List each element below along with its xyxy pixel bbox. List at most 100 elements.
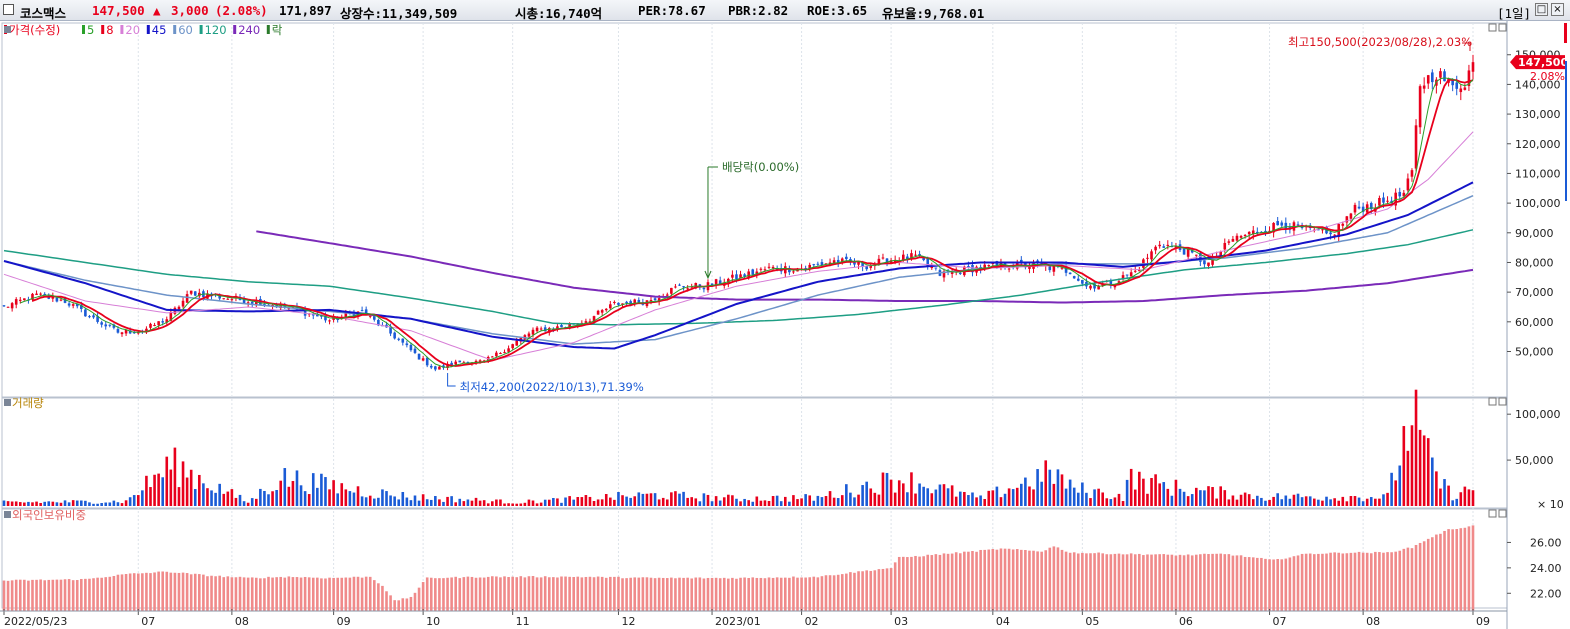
candle bbox=[434, 365, 437, 372]
volume-bar bbox=[1203, 490, 1206, 506]
holding-bar bbox=[141, 573, 144, 611]
volume-bar bbox=[1337, 500, 1341, 506]
last-change-label: 2.08% bbox=[1530, 70, 1565, 83]
holding-bar bbox=[600, 576, 604, 611]
holding-bar bbox=[51, 579, 55, 611]
volume-bar bbox=[767, 500, 771, 506]
candle bbox=[1357, 200, 1361, 210]
volume-title: 거래량 bbox=[12, 396, 44, 410]
candle bbox=[35, 290, 38, 296]
volume-bar bbox=[1276, 493, 1279, 506]
stock-name[interactable]: 코스맥스 bbox=[20, 6, 67, 21]
holding-bar bbox=[1052, 546, 1056, 611]
holding-bar bbox=[478, 577, 482, 611]
volume-bar bbox=[800, 498, 803, 506]
holding-bar bbox=[828, 575, 832, 611]
holding-bar bbox=[43, 580, 46, 611]
holding-bar bbox=[836, 574, 840, 611]
volume-bar bbox=[674, 491, 677, 506]
volume-bar bbox=[303, 491, 307, 506]
holding-bar bbox=[1178, 554, 1182, 611]
holding-bar bbox=[796, 577, 799, 611]
legend-label: 60 bbox=[178, 23, 193, 37]
volume-bar bbox=[348, 491, 352, 506]
volume-bar bbox=[914, 493, 917, 506]
pbr-value: PBR:2.82 bbox=[728, 3, 789, 18]
volume-bar bbox=[1085, 492, 1088, 506]
holding-bar bbox=[779, 577, 783, 611]
holding-bar bbox=[169, 572, 173, 611]
holding-bar bbox=[226, 576, 230, 611]
volume-bar bbox=[1121, 501, 1125, 506]
period-selector[interactable]: [1일] bbox=[1497, 6, 1532, 21]
holding-bar bbox=[75, 580, 79, 611]
holding-bar bbox=[934, 554, 938, 611]
volume-bar bbox=[812, 500, 816, 506]
volume-bar bbox=[1150, 478, 1153, 506]
volume-bar bbox=[649, 493, 653, 506]
holding-bar bbox=[1138, 553, 1141, 611]
volume-bar bbox=[145, 475, 148, 506]
volume-bar bbox=[1353, 496, 1357, 506]
holding-bar bbox=[645, 577, 649, 611]
volume-bar bbox=[763, 500, 767, 506]
volume-bar bbox=[442, 501, 445, 506]
volume-bar bbox=[857, 494, 860, 506]
candle bbox=[181, 297, 185, 309]
volume-bar bbox=[1211, 487, 1214, 506]
holding-bar bbox=[234, 577, 238, 611]
volume-bar bbox=[214, 492, 217, 506]
holding-bar bbox=[783, 577, 787, 611]
high-arrow-icon bbox=[1462, 42, 1471, 51]
close-icon[interactable]: × bbox=[1551, 3, 1564, 16]
holding-bar bbox=[840, 574, 844, 611]
candle bbox=[1284, 217, 1288, 234]
volume-bar bbox=[1325, 496, 1328, 506]
holding-bar bbox=[1382, 552, 1385, 611]
holding-bar bbox=[1264, 558, 1267, 611]
stock-chart: 2022/05/23 07 08 09 10 11 12 2023/01 02 03 04 05 06 0… bbox=[0, 21, 1568, 629]
candle bbox=[1048, 266, 1052, 273]
volume-bar bbox=[893, 492, 897, 506]
maximize-icon[interactable]: □ bbox=[1535, 3, 1548, 16]
candle bbox=[373, 315, 376, 322]
holding-bar bbox=[1422, 541, 1426, 611]
candle bbox=[96, 312, 99, 324]
price-y-tick-label: 60,000 bbox=[1515, 316, 1554, 329]
candle bbox=[1386, 196, 1389, 204]
select-checkbox[interactable] bbox=[3, 4, 14, 15]
volume-bar bbox=[1288, 498, 1292, 506]
volume-bar bbox=[824, 496, 828, 506]
holding-bar bbox=[873, 570, 877, 611]
holding-bar bbox=[55, 579, 59, 611]
volume-bar bbox=[63, 500, 67, 506]
holding-bar bbox=[1272, 559, 1275, 611]
volume-bar bbox=[271, 491, 274, 506]
holding-bar bbox=[800, 577, 803, 611]
candle bbox=[613, 300, 616, 305]
holding-bar bbox=[157, 571, 160, 611]
holding-bar bbox=[849, 572, 852, 611]
holding-bar bbox=[295, 577, 299, 611]
volume-bar bbox=[820, 497, 824, 506]
volume-bar bbox=[226, 491, 230, 506]
holding-bar bbox=[238, 576, 242, 611]
volume-bar bbox=[877, 494, 881, 506]
holding-bar bbox=[527, 576, 531, 611]
legend-label: 20 bbox=[125, 23, 140, 37]
volume-bar bbox=[165, 456, 169, 506]
candle bbox=[1178, 240, 1182, 253]
holding-bar bbox=[136, 573, 140, 611]
candle bbox=[1435, 77, 1438, 94]
volume-bar bbox=[1447, 485, 1450, 506]
holding-bar bbox=[609, 576, 612, 611]
volume-bar bbox=[1243, 492, 1247, 506]
holding-bar bbox=[6, 580, 10, 611]
holding-bar bbox=[210, 575, 213, 611]
volume-bar bbox=[51, 501, 55, 506]
holding-bar bbox=[641, 577, 645, 611]
candle bbox=[446, 361, 449, 371]
volume-bar bbox=[1162, 482, 1166, 506]
holding-bar bbox=[1129, 553, 1133, 611]
holding-bar bbox=[1113, 553, 1117, 611]
